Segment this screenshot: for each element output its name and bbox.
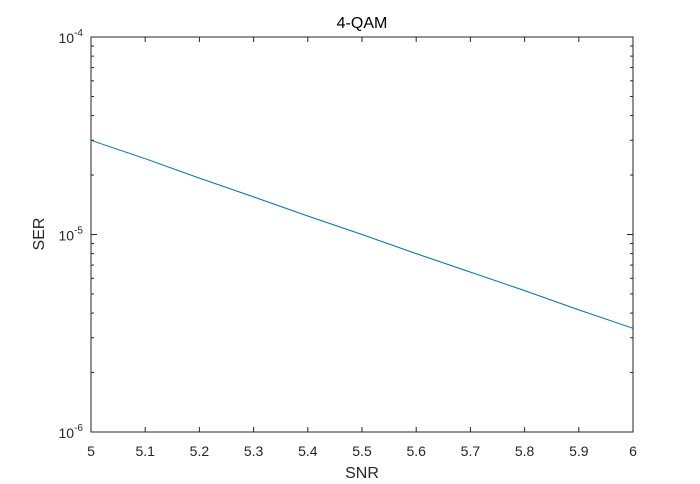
x-tick-label: 6 xyxy=(629,443,637,459)
x-tick-label: 5.6 xyxy=(406,443,426,459)
x-axis-title: SNR xyxy=(345,465,379,482)
x-tick-label: 5.5 xyxy=(352,443,372,459)
y-tick-label: 10-5 xyxy=(59,226,84,244)
x-tick-label: 5.4 xyxy=(298,443,318,459)
x-tick-label: 5.1 xyxy=(135,443,155,459)
y-tick-label: 10-6 xyxy=(59,423,84,441)
x-tick-label: 5.9 xyxy=(569,443,589,459)
axis-tick-labels: 5 5.1 5.2 5.3 5.4 5.5 5.6 5.7 5.8 5.9 6 10-4 10-5 10-… xyxy=(59,28,638,459)
chart-title: 4-QAM xyxy=(337,15,388,32)
data-series xyxy=(90,139,634,329)
y-tick-label: 10-4 xyxy=(59,28,84,46)
y-axis-title: SER xyxy=(31,218,48,251)
x-tick-label: 5.2 xyxy=(190,443,210,459)
plot-frame xyxy=(90,36,634,433)
ser-line xyxy=(90,139,634,329)
x-tick-label: 5.3 xyxy=(244,443,264,459)
x-tick-label: 5.7 xyxy=(461,443,481,459)
x-tick-label: 5 xyxy=(87,443,95,459)
x-tick-label: 5.8 xyxy=(515,443,535,459)
